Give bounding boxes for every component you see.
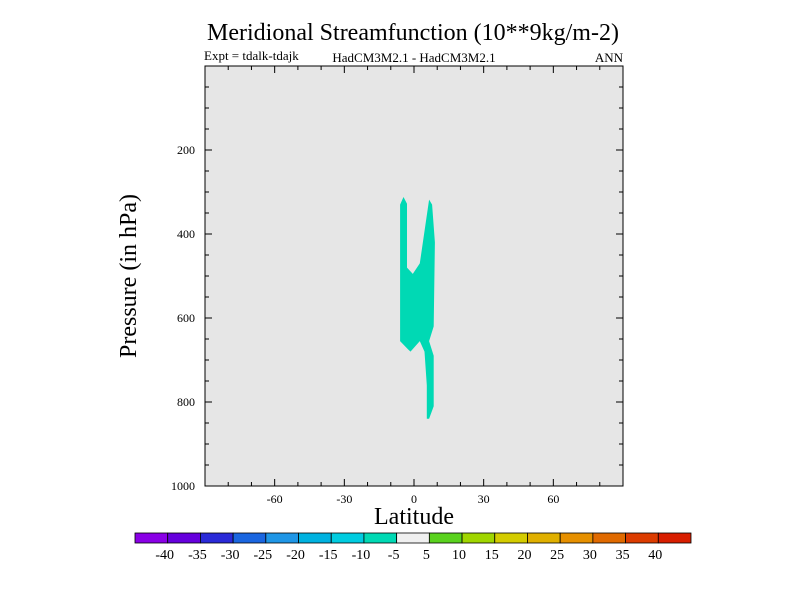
x-tick-label: 0 — [411, 492, 417, 506]
colorbar-label: -5 — [388, 548, 400, 563]
x-axis-label: Latitude — [374, 504, 454, 530]
colorbar-label: 5 — [423, 548, 430, 563]
x-tick-label: 60 — [547, 492, 559, 506]
colorbar-swatch — [461, 532, 496, 544]
colorbar-label: -35 — [188, 548, 207, 563]
colorbar-label: -15 — [319, 548, 338, 563]
colorbar: -40 -35 -30 -25 -20 -15 -10 -5 5 10 15 20 25 30 35 40 — [134, 532, 692, 563]
colorbar-swatch — [396, 532, 430, 544]
colorbar-label: 10 — [452, 548, 466, 563]
colorbar-label: -20 — [286, 548, 305, 563]
colorbar-label: 35 — [616, 548, 630, 563]
colorbar-swatch — [527, 532, 561, 544]
colorbar-swatch — [298, 532, 332, 544]
season-label: ANN — [595, 50, 624, 65]
colorbar-swatch — [330, 532, 365, 544]
colorbar-label: -25 — [253, 548, 272, 563]
chart-title: Meridional Streamfunction (10**9kg/m-2) — [207, 20, 619, 46]
colorbar-swatch — [494, 532, 528, 544]
colorbar-swatch — [134, 532, 169, 544]
colorbar-swatch — [363, 532, 398, 544]
axis-ticks: -60 -30 0 30 60 200 400 600 800 1000 — [171, 65, 624, 506]
colorbar-swatch — [559, 532, 594, 544]
colorbar-swatch — [625, 532, 659, 544]
colorbar-swatch — [657, 532, 692, 544]
colorbar-label: -40 — [155, 548, 174, 563]
contour-region-0 — [400, 197, 435, 419]
contour-layer — [400, 197, 435, 419]
y-tick-label: 200 — [177, 143, 195, 157]
y-tick-label: 800 — [177, 395, 195, 409]
x-tick-label: -60 — [267, 492, 283, 506]
colorbar-swatch — [232, 532, 267, 544]
x-tick-label: -30 — [336, 492, 352, 506]
colorbar-swatch — [167, 532, 201, 544]
y-axis-label: Pressure (in hPa) — [116, 194, 142, 358]
experiment-label: Expt = tdalk-tdajk — [204, 48, 299, 63]
colorbar-label: 20 — [517, 548, 531, 563]
colorbar-label: 25 — [550, 548, 564, 563]
colorbar-swatch — [592, 532, 626, 544]
y-tick-label: 1000 — [171, 479, 195, 493]
colorbar-swatch — [428, 532, 463, 544]
y-tick-label: 600 — [177, 311, 195, 325]
y-tick-label: 400 — [177, 227, 195, 241]
model-label: HadCM3M2.1 - HadCM3M2.1 — [332, 50, 495, 65]
colorbar-label: 30 — [583, 548, 597, 563]
colorbar-swatch — [265, 532, 299, 544]
colorbar-label: 15 — [485, 548, 499, 563]
colorbar-label: -10 — [352, 548, 371, 563]
colorbar-label: 40 — [648, 548, 662, 563]
colorbar-label: -30 — [221, 548, 240, 563]
x-tick-label: 30 — [478, 492, 490, 506]
colorbar-swatch — [200, 532, 234, 544]
